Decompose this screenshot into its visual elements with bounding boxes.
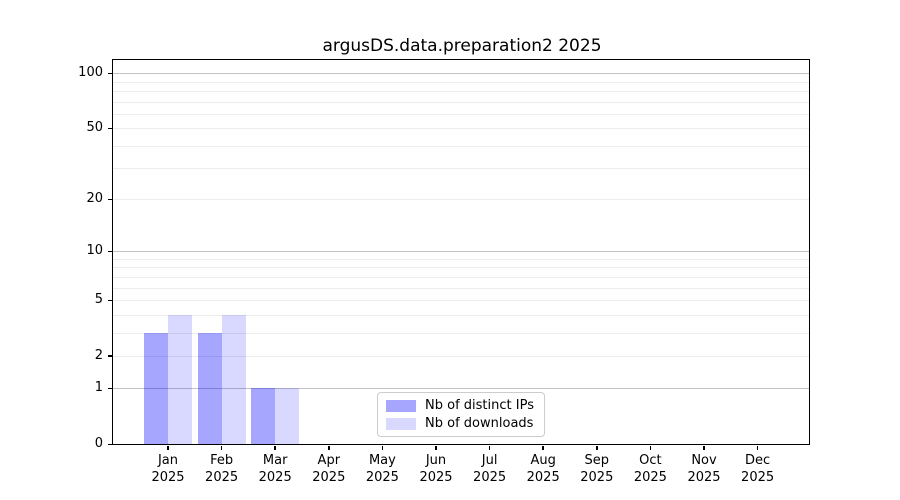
x-tick-mark: [542, 445, 544, 450]
minor-gridline: [113, 332, 809, 334]
x-tick-label: Sep 2025: [565, 452, 629, 486]
y-tick-mark: [107, 127, 112, 130]
x-tick-label: Dec 2025: [726, 452, 790, 486]
minor-gridline: [113, 355, 809, 357]
y-tick-mark: [107, 250, 112, 253]
x-tick-month: Jul: [481, 453, 498, 468]
minor-gridline: [113, 259, 809, 260]
minor-gridline: [113, 287, 809, 289]
x-tick-month: Jan: [157, 453, 179, 468]
bar-distinct-ips: [144, 332, 168, 444]
y-tick-mark: [107, 299, 112, 302]
minor-gridline: [113, 267, 809, 269]
legend-item-downloads: Nb of downloads: [386, 416, 534, 431]
plot-area: 0 1 2 5 10 20 50 100 Jan 2025 Feb 2025 Mar 2025 Apr 202…: [78, 59, 810, 485]
x-tick-label: Oct 2025: [618, 452, 682, 486]
minor-gridline: [113, 276, 809, 278]
x-tick-mark: [274, 445, 276, 450]
x-tick-label: May 2025: [350, 452, 414, 486]
y-tick-label: 100: [78, 65, 103, 81]
x-tick-mark: [649, 445, 652, 450]
x-tick-month: Apr: [317, 453, 341, 468]
y-tick-label: 1: [94, 380, 103, 396]
x-tick-mark: [381, 445, 384, 450]
x-tick-year: 2025: [419, 470, 453, 485]
x-tick-year: 2025: [205, 470, 239, 485]
y-tick-mark: [107, 198, 112, 201]
bar-distinct-ips: [197, 332, 222, 444]
chart-title: argusDS.data.preparation2 2025: [322, 36, 602, 56]
x-tick-mark: [328, 445, 330, 450]
x-tick-month: Dec: [745, 453, 771, 468]
x-tick-label: Jun 2025: [404, 452, 468, 486]
x-tick-mark: [596, 445, 598, 450]
x-tick-mark: [435, 445, 437, 450]
minor-gridline: [113, 168, 809, 170]
y-tick-mark: [107, 443, 112, 445]
x-tick-label: Mar 2025: [243, 452, 307, 486]
minor-gridline: [113, 90, 809, 92]
y-tick-mark: [107, 355, 112, 357]
x-tick-month: Aug: [530, 453, 556, 468]
x-tick-mark: [488, 445, 491, 450]
legend-label-downloads: Nb of downloads: [425, 416, 534, 431]
minor-gridline: [113, 101, 809, 103]
legend-label-distinct-ips: Nb of distinct IPs: [425, 398, 534, 413]
minor-gridline: [113, 300, 809, 302]
minor-gridline: [113, 81, 809, 83]
minor-gridline: [113, 128, 809, 130]
x-tick-year: 2025: [312, 470, 346, 485]
bar-distinct-ips: [251, 388, 276, 444]
x-tick-year: 2025: [365, 470, 399, 485]
legend-swatch-distinct-ips: [386, 399, 417, 412]
x-tick-label: Nov 2025: [672, 452, 736, 486]
x-tick-month: Sep: [584, 453, 610, 468]
x-tick-month: May: [368, 453, 396, 468]
x-tick-year: 2025: [473, 470, 507, 485]
x-tick-month: Jun: [425, 453, 447, 468]
x-tick-mark: [220, 445, 223, 450]
major-gridline: [113, 251, 809, 253]
x-tick-year: 2025: [258, 470, 292, 485]
x-tick-month: Nov: [691, 453, 717, 468]
y-tick-label: 2: [94, 347, 103, 363]
legend-item-distinct-ips: Nb of distinct IPs: [386, 398, 534, 413]
y-tick-label: 5: [94, 292, 103, 308]
x-tick-year: 2025: [151, 470, 185, 485]
major-gridline: [113, 388, 809, 390]
x-tick-month: Oct: [639, 453, 662, 468]
y-tick-label: 20: [86, 191, 103, 207]
x-tick-mark: [703, 445, 705, 450]
major-gridline: [113, 73, 809, 75]
x-tick-label: Feb 2025: [190, 452, 254, 486]
y-tick-mark: [107, 72, 112, 75]
y-tick-mark: [107, 387, 112, 390]
legend-swatch-downloads: [386, 417, 417, 430]
x-tick-label: Jan 2025: [136, 452, 200, 486]
x-tick-month: Feb: [210, 453, 234, 468]
x-tick-mark: [167, 445, 169, 450]
x-tick-year: 2025: [580, 470, 614, 485]
x-tick-year: 2025: [741, 470, 775, 485]
legend: Nb of distinct IPs Nb of downloads: [377, 392, 545, 437]
bar-downloads: [221, 314, 246, 444]
bar-downloads: [275, 388, 300, 444]
x-tick-label: Aug 2025: [511, 452, 575, 486]
x-tick-mark: [756, 445, 759, 450]
x-tick-year: 2025: [687, 470, 721, 485]
x-tick-month: Mar: [262, 453, 288, 468]
x-tick-year: 2025: [526, 470, 560, 485]
x-tick-label: Apr 2025: [297, 452, 361, 486]
minor-gridline: [113, 314, 809, 316]
bar-downloads: [168, 314, 192, 444]
minor-gridline: [113, 145, 809, 147]
x-tick-year: 2025: [633, 470, 667, 485]
y-tick-label: 10: [86, 243, 103, 259]
y-tick-label: 0: [94, 436, 103, 451]
y-tick-label: 50: [86, 120, 103, 136]
minor-gridline: [113, 113, 809, 115]
x-tick-label: Jul 2025: [458, 452, 522, 486]
minor-gridline: [113, 199, 809, 201]
